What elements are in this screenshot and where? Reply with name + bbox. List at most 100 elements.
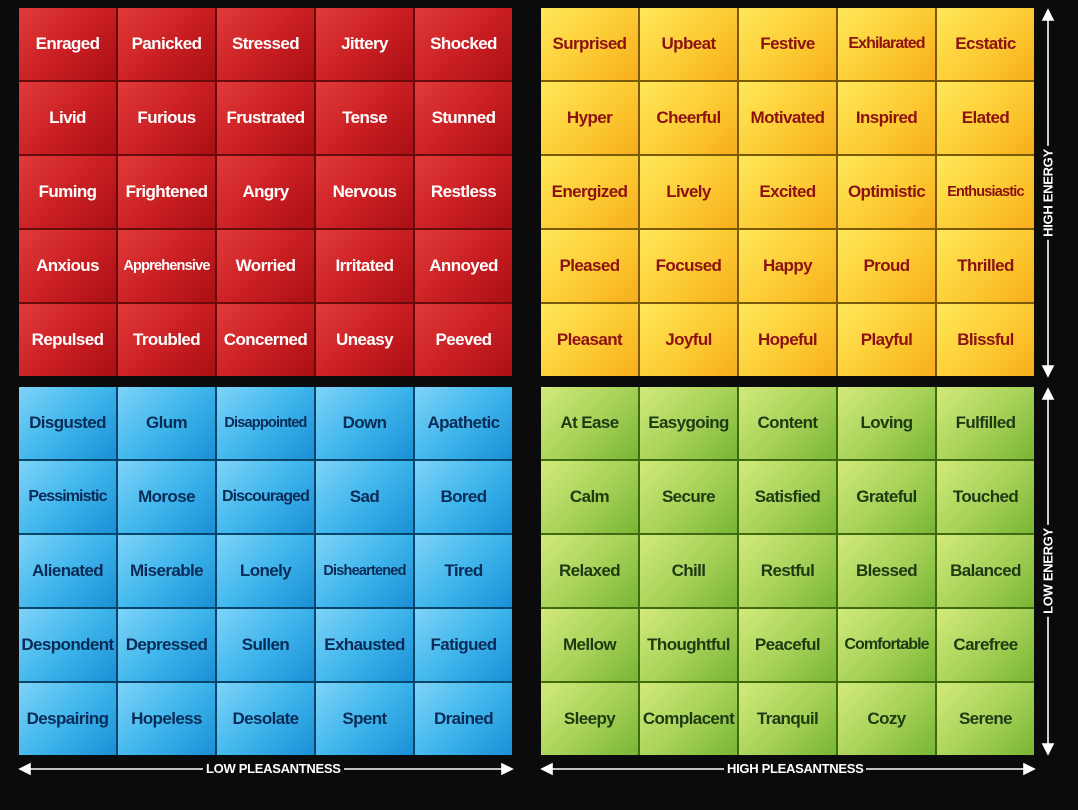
emotion-cell: Calm [541,461,638,533]
emotion-cell: Playful [838,304,935,376]
emotion-cell: Tired [415,535,512,607]
emotion-cell: Cheerful [640,82,737,154]
high-pleasantness-label: HIGH PLEASANTNESS [724,761,867,776]
emotion-cell: Desolate [217,683,314,755]
emotion-cell: Troubled [118,304,215,376]
emotion-cell: Drained [415,683,512,755]
emotion-cell: Livid [19,82,116,154]
emotion-cell: Touched [937,461,1034,533]
emotion-cell: Complacent [640,683,737,755]
emotion-cell: Despondent [19,609,116,681]
emotion-cell: Disappointed [217,387,314,459]
emotion-cell: Disgusted [19,387,116,459]
emotion-cell: Peaceful [739,609,836,681]
emotion-cell: Cozy [838,683,935,755]
emotion-cell: Chill [640,535,737,607]
emotion-cell: Ecstatic [937,8,1034,80]
emotion-cell: Nervous [316,156,413,228]
low-pleasantness-label: LOW PLEASANTNESS [203,761,344,776]
emotion-cell: Despairing [19,683,116,755]
emotion-cell: Stressed [217,8,314,80]
emotion-cell: Motivated [739,82,836,154]
emotion-cell: Sleepy [541,683,638,755]
quadrant-blue: Disgusted Glum Disappointed Down Apathetic Pe… [19,387,512,755]
emotion-cell: Thoughtful [640,609,737,681]
quadrant-green: At Ease Easygoing Content Loving Fulfilled Ca… [541,387,1034,755]
emotion-cell: Sad [316,461,413,533]
arrow-right-icon [501,762,514,776]
emotion-cell: Balanced [937,535,1034,607]
emotion-cell: Shocked [415,8,512,80]
emotion-cell: Fulfilled [937,387,1034,459]
emotion-cell: Pessimistic [19,461,116,533]
emotion-cell: Relaxed [541,535,638,607]
high-energy-label: HIGH ENERGY [1040,146,1056,240]
emotion-cell: Frustrated [217,82,314,154]
emotion-cell: Elated [937,82,1034,154]
emotion-cell: Morose [118,461,215,533]
emotion-cell: Uneasy [316,304,413,376]
emotion-cell: Lively [640,156,737,228]
emotion-cell: At Ease [541,387,638,459]
emotion-cell: Irritated [316,230,413,302]
emotion-cell: Energized [541,156,638,228]
emotion-cell: Discouraged [217,461,314,533]
emotion-cell: Exhausted [316,609,413,681]
emotion-cell: Blessed [838,535,935,607]
quadrant-yellow: Surprised Upbeat Festive Exhilarated Ecstati… [541,8,1034,376]
emotion-cell: Bored [415,461,512,533]
emotion-cell: Repulsed [19,304,116,376]
emotion-cell: Spent [316,683,413,755]
emotion-cell: Worried [217,230,314,302]
arrow-down-icon [1041,365,1055,378]
arrow-up-icon [1041,8,1055,21]
emotion-cell: Mellow [541,609,638,681]
emotion-cell: Fuming [19,156,116,228]
emotion-cell: Tense [316,82,413,154]
emotion-cell: Restless [415,156,512,228]
emotion-cell: Exhilarated [838,8,935,80]
arrow-right-icon [1023,762,1036,776]
emotion-cell: Carefree [937,609,1034,681]
emotion-cell: Lonely [217,535,314,607]
emotion-cell: Enraged [19,8,116,80]
emotion-cell: Focused [640,230,737,302]
emotion-cell: Apprehensive [118,230,215,302]
emotion-cell: Secure [640,461,737,533]
emotion-cell: Peeved [415,304,512,376]
emotion-cell: Panicked [118,8,215,80]
emotion-cell: Sullen [217,609,314,681]
arrow-up-icon [1041,387,1055,400]
emotion-cell: Jittery [316,8,413,80]
emotion-cell: Grateful [838,461,935,533]
emotion-cell: Annoyed [415,230,512,302]
emotion-cell: Concerned [217,304,314,376]
emotion-cell: Anxious [19,230,116,302]
emotion-cell: Restful [739,535,836,607]
arrow-down-icon [1041,743,1055,756]
emotion-cell: Pleasant [541,304,638,376]
emotion-cell: Fatigued [415,609,512,681]
emotion-cell: Inspired [838,82,935,154]
emotion-cell: Satisfied [739,461,836,533]
emotion-cell: Happy [739,230,836,302]
emotion-cell: Festive [739,8,836,80]
emotion-cell: Frightened [118,156,215,228]
emotion-cell: Furious [118,82,215,154]
emotion-cell: Disheartened [316,535,413,607]
emotion-cell: Proud [838,230,935,302]
emotion-cell: Enthusiastic [937,156,1034,228]
emotion-cell: Serene [937,683,1034,755]
low-energy-label: LOW ENERGY [1040,525,1056,617]
emotion-cell: Depressed [118,609,215,681]
emotion-cell: Easygoing [640,387,737,459]
emotion-cell: Optimistic [838,156,935,228]
emotion-cell: Blissful [937,304,1034,376]
emotion-cell: Surprised [541,8,638,80]
arrow-left-icon [18,762,31,776]
emotion-cell: Stunned [415,82,512,154]
emotion-cell: Tranquil [739,683,836,755]
emotion-cell: Comfortable [838,609,935,681]
quadrant-red: Enraged Panicked Stressed Jittery Shocked Liv… [19,8,512,376]
